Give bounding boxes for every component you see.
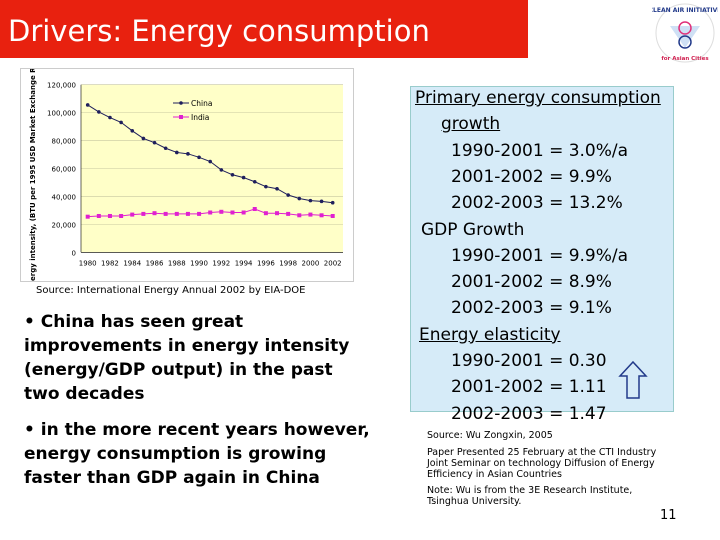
data-point-india xyxy=(275,211,280,216)
arrow-up-icon xyxy=(618,360,648,399)
chart-source: Source: International Energy Annual 2002… xyxy=(36,285,306,296)
y-tick-label: 100,000 xyxy=(47,110,76,118)
data-point-india xyxy=(130,212,135,217)
data-point-china xyxy=(141,136,146,141)
panel-line: 2001-2002 = 8.9% xyxy=(451,272,612,293)
y-axis-label: Energy intensity, (BTU per 1995 USD Mark… xyxy=(29,69,37,281)
data-point-china xyxy=(330,200,335,205)
y-tick-label: 80,000 xyxy=(52,138,77,146)
data-point-india xyxy=(263,211,268,216)
data-point-india xyxy=(185,211,190,216)
author-note: Note: Wu is from the 3E Research Institu… xyxy=(427,485,633,507)
paper-note: Paper Presented 25 February at the CTI I… xyxy=(427,447,657,480)
data-point-china xyxy=(286,193,290,197)
data-point-india xyxy=(141,211,146,216)
data-point-china xyxy=(108,115,112,120)
panel-line: 1990-2001 = 0.30 xyxy=(451,351,607,371)
data-point-china xyxy=(119,120,123,125)
data-point-india xyxy=(297,213,302,218)
data-point-china xyxy=(230,172,235,177)
data-point-china xyxy=(308,198,313,203)
x-tick-label: 1992 xyxy=(212,259,230,267)
title-bar xyxy=(0,0,528,58)
data-point-india xyxy=(252,207,257,212)
data-point-china xyxy=(163,146,168,151)
data-point-india xyxy=(230,210,235,215)
x-tick-label: 1984 xyxy=(123,259,141,267)
x-tick-label: 1980 xyxy=(79,259,97,267)
data-point-india xyxy=(208,210,213,215)
data-point-china xyxy=(174,150,179,155)
data-point-china xyxy=(130,128,135,133)
data-point-india xyxy=(163,211,168,216)
y-tick-label: 20,000 xyxy=(52,221,77,229)
legend-marker xyxy=(179,101,183,105)
x-tick-label: 1994 xyxy=(235,259,253,267)
x-tick-label: 1986 xyxy=(146,259,164,267)
data-point-india xyxy=(319,213,324,218)
panel-line: 1990-2001 = 3.0%/a xyxy=(451,140,629,161)
legend-marker xyxy=(179,115,183,119)
data-point-india xyxy=(286,211,291,216)
panel-source: Source: Wu Zongxin, 2005 xyxy=(427,430,553,441)
data-point-china xyxy=(241,175,246,180)
slide-title: Drivers: Energy consumption xyxy=(8,14,430,48)
y-tick-label: 0 xyxy=(72,249,76,257)
bullet-2: • in the more recent years however, ener… xyxy=(24,420,370,488)
panel-line: Energy elasticity xyxy=(419,324,561,345)
panel-line: 2002-2003 = 13.2% xyxy=(451,193,623,214)
page-number: 11 xyxy=(660,508,677,523)
chart-svg: 0 20,000 40,000 60,000 80,000 100,000 120,000 1… xyxy=(29,47,343,291)
data-point-china xyxy=(197,155,201,160)
data-point-india xyxy=(308,212,313,217)
data-point-india xyxy=(85,214,90,219)
energy-intensity-chart: 0 20,000 40,000 60,000 80,000 100,000 120,000 1… xyxy=(20,47,354,291)
x-tick-label: 1996 xyxy=(257,259,275,267)
data-point-china xyxy=(186,152,190,156)
data-point-india xyxy=(107,213,112,218)
data-point-china xyxy=(297,196,302,201)
y-tick-label: 120,000 xyxy=(47,82,76,90)
panel-line: growth xyxy=(441,114,501,135)
panel-line: Primary energy consumption xyxy=(415,88,661,108)
panel-line: 2001-2002 = 9.9% xyxy=(451,166,612,187)
data-point-china xyxy=(208,159,212,164)
x-tick-label: 2002 xyxy=(324,259,342,267)
panel-line: 2001-2002 = 1.11 xyxy=(451,377,607,398)
stats-panel: Primary energy consumption growth 1990-200… xyxy=(410,86,674,424)
bullet-1: • China has seen great improvements in e… xyxy=(24,312,350,404)
data-point-india xyxy=(96,213,101,218)
data-point-india xyxy=(119,213,124,218)
panel-line: 2002-2003 = 9.1% xyxy=(451,298,612,319)
data-point-china xyxy=(152,140,157,145)
y-tick-label: 40,000 xyxy=(52,193,77,201)
data-point-china xyxy=(319,199,324,204)
panel-line: GDP Growth xyxy=(421,219,525,240)
x-tick-label: 1988 xyxy=(168,259,186,267)
data-point-china xyxy=(275,186,279,191)
data-point-india xyxy=(241,210,246,215)
x-tick-label: 1990 xyxy=(190,259,208,267)
svg-text:for Asian Cities: for Asian Cities xyxy=(661,56,709,62)
legend-label: India xyxy=(191,113,209,122)
legend-label: China xyxy=(191,99,212,108)
data-point-china xyxy=(85,103,90,107)
svg-text:CLEAN AIR INITIATIVE: CLEAN AIR INITIATIVE xyxy=(652,7,718,14)
data-point-india xyxy=(174,211,179,216)
data-point-china xyxy=(219,168,224,172)
data-point-china xyxy=(97,110,101,114)
data-point-china xyxy=(264,184,268,189)
data-point-india xyxy=(197,211,202,216)
clean-air-initiative-logo: CLEAN AIR INITIATIVE for Asian Cities xyxy=(652,3,718,63)
data-point-india xyxy=(219,209,224,214)
data-point-india xyxy=(330,213,335,218)
data-point-china xyxy=(252,179,257,184)
panel-line: 2002-2003 = 1.47 xyxy=(451,403,607,424)
data-point-india xyxy=(152,211,157,216)
y-tick-label: 60,000 xyxy=(52,166,77,174)
x-tick-label: 1982 xyxy=(101,259,119,267)
x-tick-label: 2000 xyxy=(302,259,320,267)
x-tick-label: 1998 xyxy=(279,259,297,267)
panel-line: 1990-2001 = 9.9%/a xyxy=(451,245,629,266)
